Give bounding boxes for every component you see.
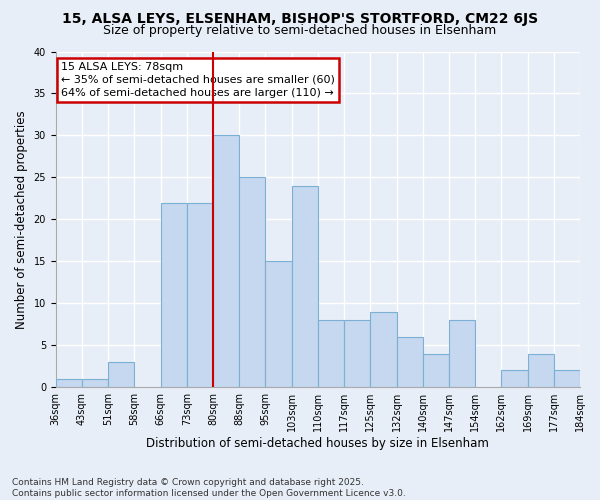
Bar (239, 178, 265, 387)
Bar (187, 202, 213, 387)
Bar (292, 186, 318, 387)
Text: Contains HM Land Registry data © Crown copyright and database right 2025.
Contai: Contains HM Land Registry data © Crown c… (12, 478, 406, 498)
Bar (527, 354, 554, 387)
Bar (265, 262, 292, 387)
Text: 15, ALSA LEYS, ELSENHAM, BISHOP'S STORTFORD, CM22 6JS: 15, ALSA LEYS, ELSENHAM, BISHOP'S STORTF… (62, 12, 538, 26)
Y-axis label: Number of semi-detached properties: Number of semi-detached properties (15, 110, 28, 328)
Text: Size of property relative to semi-detached houses in Elsenham: Size of property relative to semi-detach… (103, 24, 497, 37)
Bar (56, 379, 82, 387)
Text: 15 ALSA LEYS: 78sqm
← 35% of semi-detached houses are smaller (60)
64% of semi-d: 15 ALSA LEYS: 78sqm ← 35% of semi-detach… (61, 62, 335, 98)
Bar (397, 337, 423, 387)
Bar (213, 136, 239, 387)
Bar (554, 370, 580, 387)
Bar (82, 379, 108, 387)
Bar (449, 320, 475, 387)
Bar (370, 312, 397, 387)
Bar (318, 320, 344, 387)
Bar (161, 202, 187, 387)
Bar (108, 362, 134, 387)
Bar (423, 354, 449, 387)
Bar (344, 320, 370, 387)
Bar (502, 370, 527, 387)
X-axis label: Distribution of semi-detached houses by size in Elsenham: Distribution of semi-detached houses by … (146, 437, 490, 450)
